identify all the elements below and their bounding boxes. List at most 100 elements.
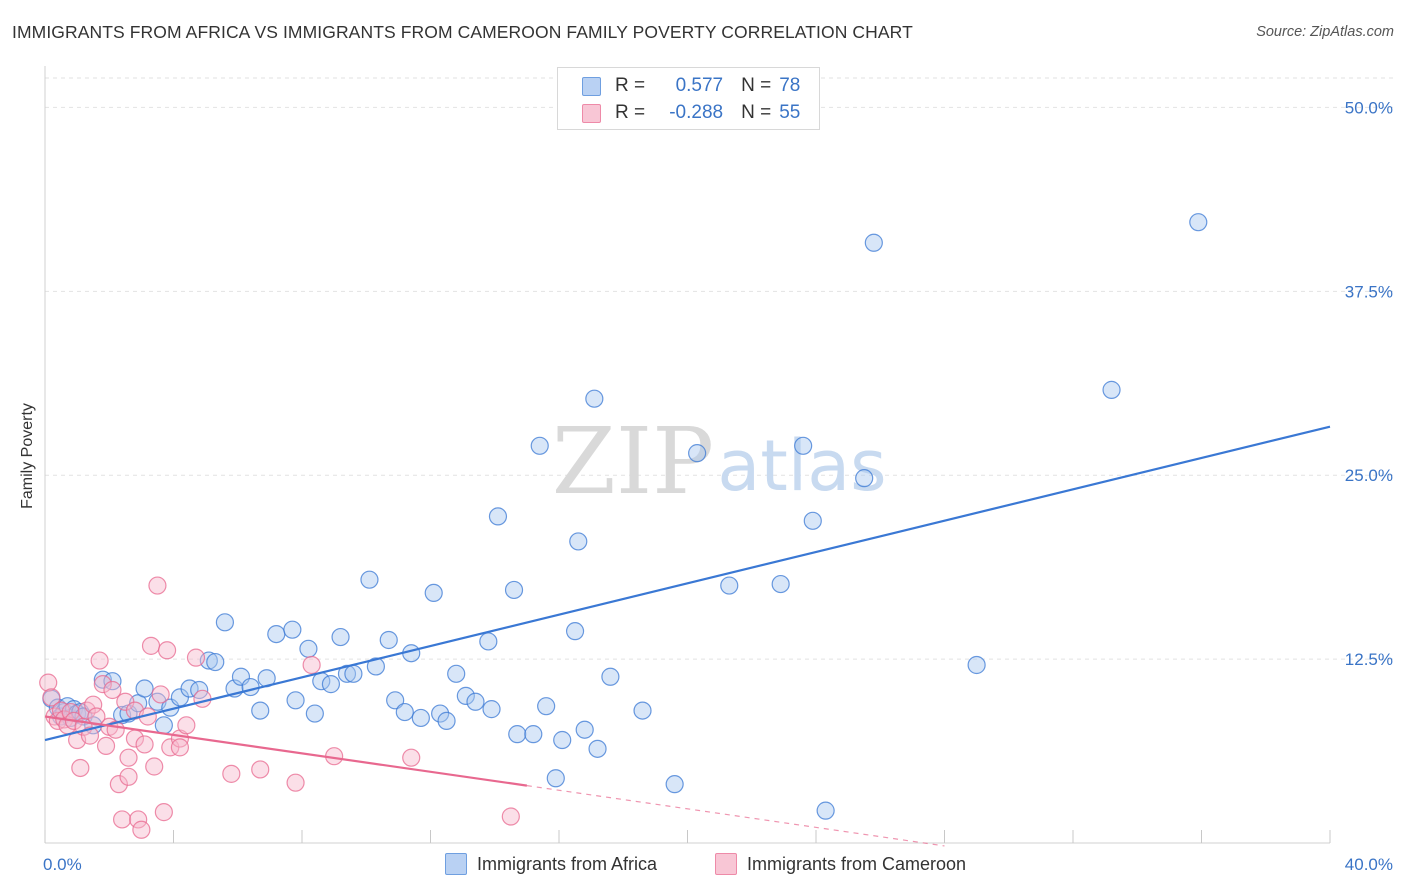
africa-point xyxy=(366,657,385,676)
africa-point xyxy=(504,580,524,600)
bottom-legend-label-africa: Immigrants from Africa xyxy=(477,853,658,874)
africa-point xyxy=(431,704,450,723)
y-tick-label: 25.0% xyxy=(1345,466,1393,485)
africa-point xyxy=(344,664,363,683)
bottom-legend-swatch-africa xyxy=(445,853,467,875)
africa-point xyxy=(688,444,707,463)
africa-point xyxy=(803,511,822,530)
africa-point xyxy=(771,574,790,594)
cameroon-point xyxy=(39,673,58,692)
africa-point xyxy=(488,507,508,526)
legend-swatch-cameroon xyxy=(582,103,601,123)
africa-point xyxy=(1189,213,1208,232)
cameroon-point xyxy=(148,576,167,595)
africa-point xyxy=(241,677,260,697)
watermark-atlas: atlas xyxy=(717,425,886,507)
africa-point xyxy=(720,576,739,595)
legend-r-key: R = xyxy=(615,102,646,123)
legend-n-value: 55 xyxy=(779,102,801,123)
trend-lines xyxy=(44,425,1331,847)
africa-point xyxy=(379,630,398,650)
legend-swatch-africa xyxy=(582,76,601,96)
africa-point xyxy=(251,701,270,720)
africa-point xyxy=(299,639,318,658)
africa-point xyxy=(321,675,341,694)
africa-point xyxy=(537,697,556,716)
africa-point xyxy=(386,691,405,710)
africa-point xyxy=(331,627,350,647)
africa-point xyxy=(424,583,443,603)
africa-point xyxy=(305,704,324,723)
africa-point xyxy=(447,664,466,683)
africa-point xyxy=(395,702,414,722)
y-tick-label: 37.5% xyxy=(1345,282,1393,301)
cameroon-point xyxy=(302,655,321,675)
africa-point xyxy=(437,711,456,730)
africa-point xyxy=(601,667,620,686)
cameroon-point xyxy=(112,810,132,829)
africa-point xyxy=(967,655,986,675)
africa-point xyxy=(206,652,225,672)
legend-r-value: 0.577 xyxy=(675,75,724,96)
cameroon-point xyxy=(145,757,164,776)
africa-point xyxy=(466,692,485,711)
cameroon-point xyxy=(157,641,177,660)
y-tick-label: 12.5% xyxy=(1345,650,1393,669)
africa-point xyxy=(855,469,874,488)
cameroon-point xyxy=(154,803,173,822)
cameroon-point xyxy=(103,680,122,700)
cameroon-point xyxy=(222,764,241,783)
africa-point xyxy=(215,613,234,632)
cameroon-point xyxy=(129,810,148,829)
trend-line-cameroon xyxy=(44,715,528,787)
africa-point xyxy=(569,532,588,551)
watermark-zip: ZIP xyxy=(552,408,714,515)
africa-point xyxy=(816,801,835,820)
africa-point xyxy=(180,679,199,698)
cameroon-point xyxy=(177,716,196,735)
africa-point xyxy=(482,700,501,719)
africa-point xyxy=(546,769,565,788)
legend-row-cameroon: R = -0.288 N = 55 xyxy=(582,101,800,125)
africa-point xyxy=(456,686,475,705)
legend-r-key: R = xyxy=(615,75,646,96)
bottom-legend-cameroon: Immigrants from Cameroon xyxy=(715,852,966,876)
cameroon-point xyxy=(90,651,109,670)
cameroon-point xyxy=(286,773,305,792)
legend-n-key: N = xyxy=(741,102,772,123)
cameroon-point xyxy=(80,726,100,745)
cameroon-point xyxy=(109,775,128,794)
gridlines xyxy=(45,77,1393,660)
africa-point xyxy=(864,233,883,252)
africa-point xyxy=(411,708,430,728)
legend-n-key: N = xyxy=(741,75,772,96)
cameroon-point xyxy=(96,736,116,756)
africa-point xyxy=(553,730,572,750)
africa-point xyxy=(508,725,527,744)
cameroon-point xyxy=(141,636,161,655)
trend-line-africa xyxy=(44,425,1331,742)
africa-point xyxy=(360,570,379,589)
legend-r-value: -0.288 xyxy=(669,102,724,123)
cameroon-point xyxy=(135,735,154,754)
cameroon-point xyxy=(119,767,138,786)
cameroon-point xyxy=(151,685,170,704)
bottom-legend-label-cameroon: Immigrants from Cameroon xyxy=(747,853,967,874)
africa-point xyxy=(267,624,286,644)
data-points xyxy=(39,213,1208,839)
cameroon-point xyxy=(42,688,61,707)
cameroon-point xyxy=(71,758,90,778)
africa-point xyxy=(524,725,543,744)
cameroon-point xyxy=(84,695,103,714)
africa-point xyxy=(530,436,549,455)
africa-point xyxy=(286,691,305,710)
africa-point xyxy=(1102,380,1121,399)
africa-point xyxy=(154,716,173,735)
tick-labels: 12.5% 25.0% 37.5% 50.0% 0.0% 40.0% xyxy=(43,98,1393,874)
africa-point xyxy=(585,389,604,408)
x-tick-label: 0.0% xyxy=(43,855,82,874)
cameroon-point xyxy=(251,760,270,779)
x-tick-label: 40.0% xyxy=(1345,855,1393,874)
africa-point xyxy=(135,679,154,698)
